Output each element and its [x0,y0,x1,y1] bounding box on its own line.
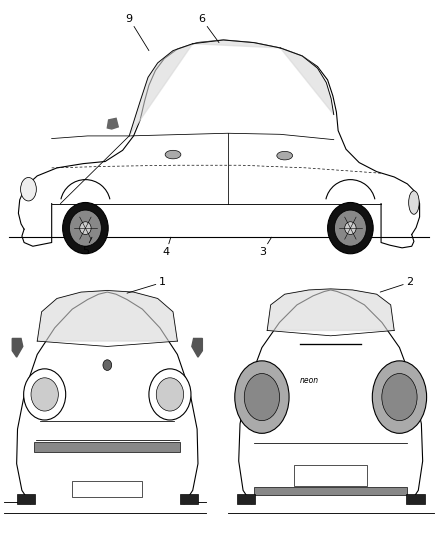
Polygon shape [129,40,280,136]
Bar [17,494,35,504]
Ellipse shape [103,360,112,370]
Ellipse shape [345,222,356,235]
Ellipse shape [409,191,419,214]
Ellipse shape [80,222,91,235]
Bar [34,442,180,452]
Polygon shape [239,290,423,504]
Ellipse shape [328,203,373,254]
Polygon shape [37,290,177,341]
Ellipse shape [277,151,293,160]
Polygon shape [18,40,420,235]
Ellipse shape [156,378,184,411]
Text: 1: 1 [127,278,166,293]
Polygon shape [17,292,198,504]
Bar [294,465,367,486]
Ellipse shape [335,210,366,246]
Bar [406,494,425,504]
Text: 2: 2 [380,278,413,292]
Ellipse shape [70,210,101,246]
Ellipse shape [149,369,191,420]
Ellipse shape [235,361,289,433]
Text: 5: 5 [82,237,92,255]
Bar [237,494,255,504]
Ellipse shape [372,361,427,433]
Text: 4: 4 [163,237,171,256]
Text: 6: 6 [198,14,219,43]
Polygon shape [107,118,118,129]
Ellipse shape [165,150,181,159]
Ellipse shape [21,177,36,201]
Bar [254,487,407,495]
Polygon shape [267,289,394,330]
Ellipse shape [63,203,108,254]
Ellipse shape [24,369,66,420]
Polygon shape [12,338,23,357]
Bar [180,494,198,504]
Ellipse shape [244,374,279,421]
Text: 3: 3 [259,237,272,256]
Ellipse shape [382,374,417,421]
Bar [72,481,142,497]
Text: neon: neon [300,376,319,385]
Polygon shape [280,48,334,115]
Text: 9: 9 [126,14,149,51]
Ellipse shape [31,378,58,411]
Polygon shape [192,338,202,357]
